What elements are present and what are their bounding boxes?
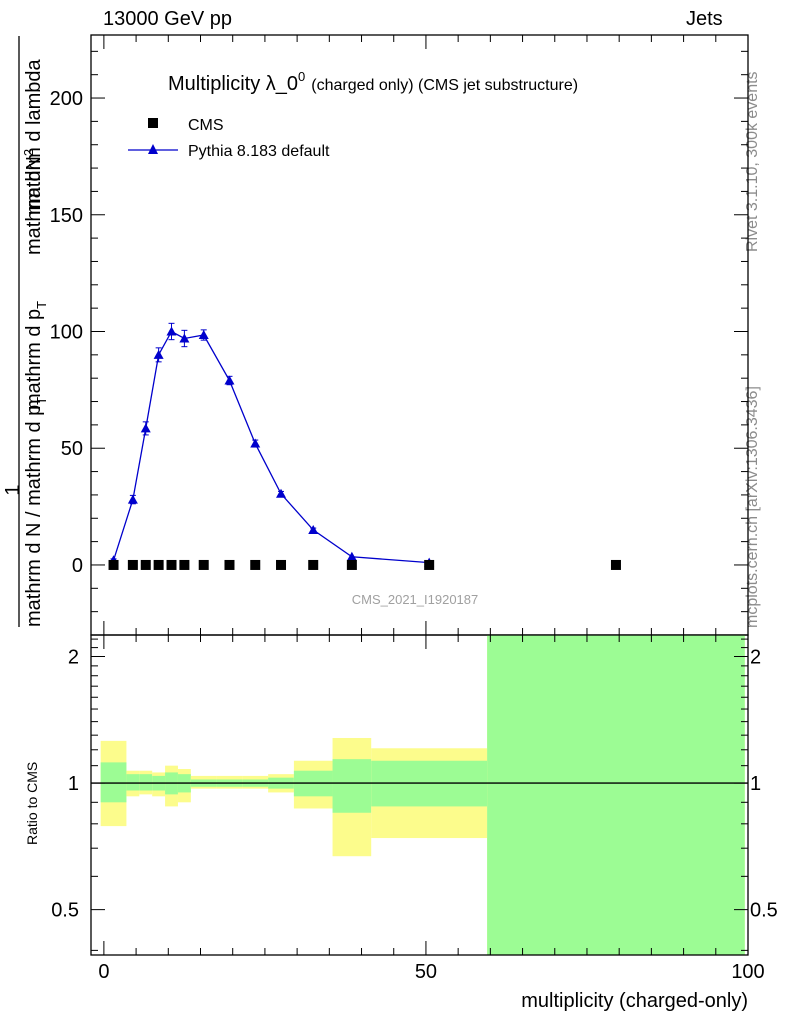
stat-uncertainty-band: [332, 759, 372, 813]
pythia-point: [346, 551, 357, 561]
legend-mc-marker: [148, 144, 158, 154]
pythia-point: [166, 326, 177, 336]
stat-uncertainty-band: [139, 774, 153, 791]
ratio-y-tick-label: 1: [68, 773, 79, 795]
cms-point: [250, 559, 261, 570]
x-tick-label: 50: [415, 961, 437, 983]
ylabel-fraction: 1: [2, 484, 24, 495]
ylabel-den1: mathrm d pT: [23, 301, 49, 410]
cms-point: [198, 559, 209, 570]
legend-cms-marker: [148, 118, 158, 128]
pythia-point: [127, 494, 138, 504]
ratio-y-tick-label-right: 0.5: [750, 900, 778, 922]
ylabel-bottom: mathrm d N / mathrm d pT: [23, 397, 49, 627]
y-tick-label: 0: [72, 555, 83, 577]
pythia-point: [224, 375, 235, 385]
pythia-line: [112, 330, 430, 564]
analysis-label: Jets: [686, 8, 723, 30]
main-panel: 0 50 100 150 200: [50, 34, 749, 636]
pythia-point: [179, 333, 190, 343]
energy-label: 13000 GeV pp: [103, 8, 232, 30]
pythia-point: [276, 488, 287, 498]
stat-uncertainty-band: [100, 762, 127, 803]
ratio-frame: [90, 634, 749, 956]
watermark: CMS_2021_I1920187: [352, 592, 479, 607]
stat-uncertainty-band: [487, 635, 745, 955]
cms-point: [140, 559, 151, 570]
ratio-y-tick-label: 2: [68, 647, 79, 669]
pythia-point: [140, 423, 151, 433]
pythia-point: [250, 438, 261, 448]
ratio-panel: 0.5 0.5 1 1 2 2 0 50 100: [51, 634, 778, 983]
ylabel-den2: mathrm d lambda: [23, 59, 45, 215]
legend-mc-label: Pythia 8.183 default: [188, 143, 330, 160]
ylabel-numerator: mathrm dN2: [21, 149, 45, 255]
pythia-point: [153, 349, 164, 359]
ratio-y-tick-label-right: 2: [750, 647, 761, 669]
x-tick-label: 0: [98, 961, 109, 983]
cms-point: [346, 559, 357, 570]
y-tick-label: 200: [50, 88, 83, 110]
x-axis-label: multiplicity (charged-only): [521, 990, 748, 1012]
y-tick-label: 150: [50, 205, 83, 227]
cms-point: [108, 559, 119, 570]
ratio-y-tick-label-right: 1: [750, 773, 761, 795]
cms-point: [610, 559, 621, 570]
cms-point: [179, 559, 190, 570]
y-tick-label: 50: [61, 438, 83, 460]
legend-cms-label: CMS: [188, 117, 224, 134]
x-tick-label: 100: [731, 961, 764, 983]
y-axis-label: 1 mathrm dN2 mathrm d pT mathrm d lambda…: [2, 36, 49, 627]
cms-point: [276, 559, 287, 570]
y-tick-label: 100: [50, 321, 83, 343]
cms-point: [224, 559, 235, 570]
cms-point: [127, 559, 138, 570]
legend: CMS Pythia 8.183 default: [128, 117, 330, 160]
ratio-y-tick-label: 0.5: [51, 900, 79, 922]
cms-point: [424, 559, 435, 570]
ratio-ylabel: Ratio to CMS: [24, 762, 40, 845]
cms-point: [166, 559, 177, 570]
stat-uncertainty-band: [126, 774, 140, 791]
chart-title: Multiplicity λ_00(charged only) (CMS jet…: [168, 69, 578, 95]
cms-point: [308, 559, 319, 570]
pythia-point: [308, 524, 319, 534]
pythia-point: [198, 330, 209, 339]
cms-point: [153, 559, 164, 570]
